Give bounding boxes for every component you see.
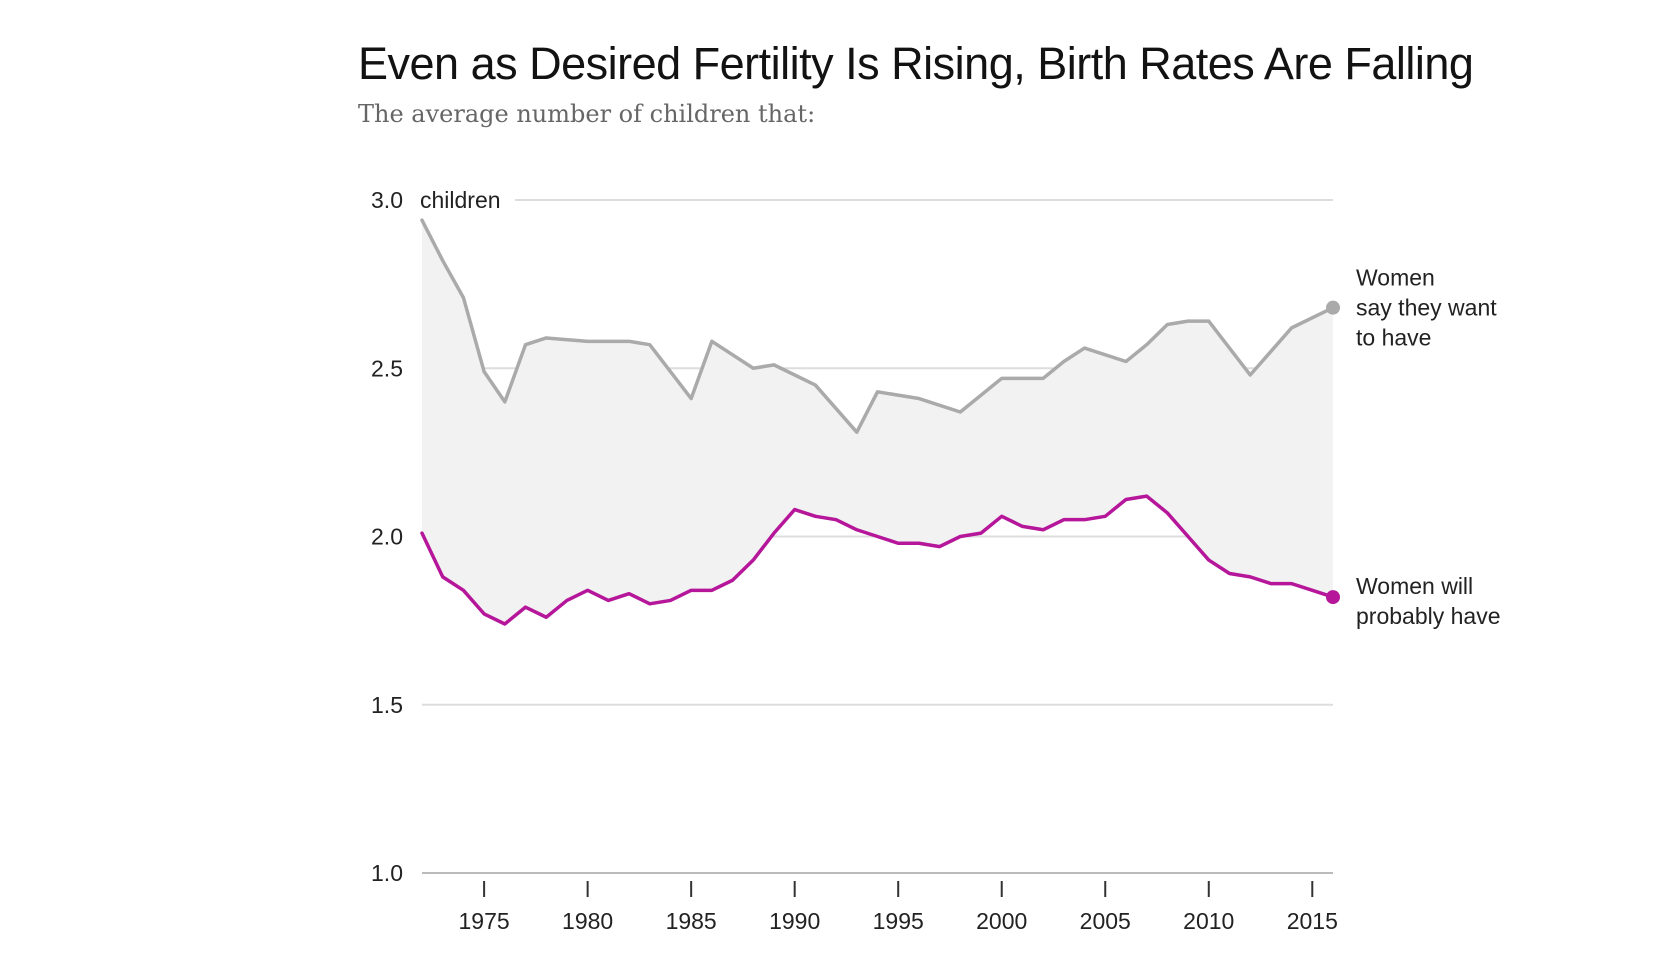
y-axis-ticks: 1.0 1.5 2.0 2.5 3.0 children xyxy=(371,187,501,886)
x-tick-label: 2000 xyxy=(976,908,1027,934)
gap-area-layer xyxy=(422,220,1333,624)
x-tick-label: 2005 xyxy=(1080,908,1131,934)
x-tick-label: 1990 xyxy=(769,908,820,934)
x-tick-label: 2015 xyxy=(1287,908,1338,934)
x-tick-label: 1980 xyxy=(562,908,613,934)
y-tick-label: 3.0 xyxy=(371,187,403,213)
series-line-want xyxy=(420,218,1335,434)
y-tick-label: 2.5 xyxy=(371,355,403,381)
series-layer xyxy=(420,218,1340,626)
series-label-will_have: Women will xyxy=(1356,573,1473,599)
chart-subtitle: The average number of children that: xyxy=(358,100,816,128)
x-tick-label: 1985 xyxy=(666,908,717,934)
chart-title: Even as Desired Fertility Is Rising, Bir… xyxy=(358,38,1474,89)
series-end-marker-want xyxy=(1326,300,1340,315)
series-line-will_have xyxy=(420,494,1335,626)
x-tick-label: 2010 xyxy=(1183,908,1234,934)
x-axis-ticks: 1975 1980 1985 1990 1995 2000 2005 2010 2015 xyxy=(459,881,1338,934)
series-labels: Women say they want to have Women will proba… xyxy=(1356,265,1501,629)
series-label-want: Women xyxy=(1356,265,1435,291)
x-tick-label: 1995 xyxy=(873,908,924,934)
x-tick-label: 1975 xyxy=(459,908,510,934)
series-label-will_have: probably have xyxy=(1356,603,1501,629)
y-tick-label: 1.0 xyxy=(371,860,403,886)
series-label-want: to have xyxy=(1356,325,1431,351)
y-unit-label: children xyxy=(420,187,501,213)
y-tick-label: 2.0 xyxy=(371,524,403,550)
gap-shading xyxy=(422,220,1333,624)
series-end-marker-will_have xyxy=(1326,590,1340,605)
y-tick-label: 1.5 xyxy=(371,692,403,718)
series-label-want: say they want xyxy=(1356,295,1497,321)
